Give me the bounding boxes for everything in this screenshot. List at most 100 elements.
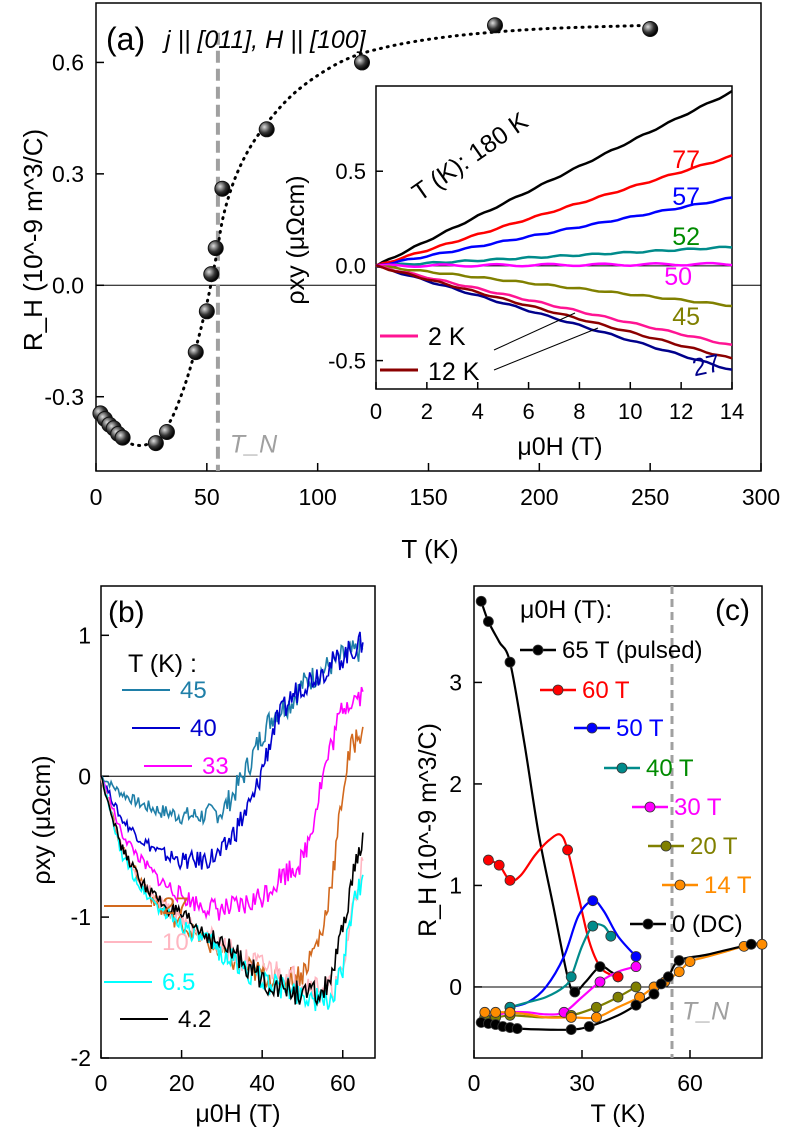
a-xtick-label: 200 — [520, 484, 558, 510]
inset-legend-2k: 2 K — [428, 323, 466, 351]
panel-b-series-line — [100, 778, 364, 1012]
inset-label-77: 77 — [672, 146, 700, 174]
inset-pointer-2k — [493, 312, 576, 351]
c-xtick-label: 30 — [569, 1070, 595, 1096]
inset-label-45: 45 — [672, 303, 700, 331]
c-xtick-label: 0 — [468, 1070, 481, 1096]
panel-c-data-point — [565, 971, 577, 983]
panel-c-legend-label: 65 T (pulsed) — [562, 637, 703, 664]
panel-c-data-point — [587, 920, 599, 932]
panel-a-data-point — [147, 435, 164, 452]
inset-series-line — [375, 90, 733, 267]
inset-ylabel: ρxy (μΩcm) — [282, 175, 310, 304]
panel-c-data-point — [569, 986, 581, 998]
panel-c-legend-label: 20 T — [690, 833, 738, 860]
i-ytick-label: 0.5 — [335, 159, 366, 184]
i-ytick-label: 0.0 — [335, 254, 366, 279]
b-ytick-label: 1 — [78, 622, 91, 648]
panel-c-legend-label: 14 T — [704, 872, 752, 899]
panel-c-legend-label: 0 (DC) — [672, 911, 743, 938]
panel-c-data-point — [511, 1023, 523, 1034]
panel-c-data-point — [630, 981, 642, 993]
panel-a-data-point — [203, 266, 220, 283]
panel-c-data-point — [482, 616, 494, 627]
i-xtick-label: 10 — [618, 399, 642, 424]
panel-c-ylabel: R_H (10^-9 m^3/C) — [414, 723, 442, 937]
panel-c-data-point — [630, 961, 642, 973]
inset-label-50: 50 — [664, 263, 692, 291]
panel-b-legend-label: 27 — [162, 893, 189, 920]
i-xtick-label: 2 — [421, 399, 433, 424]
inset-label-57: 57 — [672, 183, 700, 211]
panel-a-data-point — [487, 17, 503, 34]
panel-c-data-point — [587, 895, 599, 907]
panel-c-legend-label: 60 T — [582, 677, 630, 704]
a-ytick-label: -0.3 — [44, 384, 84, 410]
i-xtick-label: 14 — [720, 399, 744, 424]
panel-c-data-point — [591, 1011, 602, 1023]
panel-c-data-point — [594, 976, 606, 988]
panel-c-legend-label: 40 T — [646, 755, 694, 782]
panel-c-data-point — [673, 966, 685, 978]
a-ytick-label: 0.0 — [52, 272, 84, 298]
a-ytick-label: 0.6 — [52, 49, 84, 75]
b-xtick-label: 60 — [330, 1070, 356, 1096]
inset-series-line — [375, 264, 733, 360]
i-xtick-label: 4 — [472, 399, 484, 424]
panel-a-data-point — [258, 121, 275, 138]
panel-c-data-point — [648, 988, 660, 1000]
a-xtick-label: 50 — [194, 484, 220, 510]
panel-b-legend-label: 33 — [202, 753, 229, 780]
panel-c-data-point — [630, 951, 642, 962]
panel-c-legend-label: 30 T — [674, 794, 722, 821]
inset-series-line — [375, 245, 733, 268]
panel-b-series-line — [100, 775, 364, 1007]
b-ytick-label: -2 — [71, 1045, 91, 1071]
panel-b-xlabel: μ0H (T) — [195, 1100, 280, 1128]
panel-c-legend-title: μ0H (T): — [520, 596, 612, 624]
panel-b: 0 20 40 60 -2 -1 0 1 (b) T (K) : 45 40 33 27 10 6.5… — [28, 585, 376, 1128]
panel-c-data-point — [479, 1006, 491, 1018]
panel-b-series-line — [100, 631, 364, 871]
b-xtick-label: 0 — [95, 1070, 108, 1096]
panel-a-xlabel: T (K) — [401, 534, 458, 564]
i-ytick-label: -0.5 — [328, 348, 366, 373]
inset-series-line — [375, 261, 733, 269]
b-xtick-label: 40 — [249, 1070, 275, 1096]
panel-a-data-point — [114, 429, 131, 446]
panel-a-data-point — [214, 180, 231, 197]
b-ytick-label: -1 — [71, 904, 91, 930]
panel-b-ylabel: ρxy (μΩcm) — [28, 755, 56, 884]
panel-c-data-point — [630, 999, 642, 1011]
panel-a-label: (a) — [106, 21, 145, 57]
panel-a-tn-label: T_N — [230, 430, 278, 458]
panel-c-data-point — [482, 854, 494, 866]
panel-c-data-point — [493, 859, 505, 871]
c-ytick-label: 3 — [449, 669, 462, 695]
panel-c-data-point — [655, 978, 667, 990]
panel-c-legend-marker — [644, 801, 656, 813]
inset-series-line — [375, 264, 733, 346]
panel-c-data-point — [684, 956, 696, 967]
c-xtick-label: 60 — [677, 1070, 703, 1096]
panel-b-label: (b) — [108, 596, 145, 629]
b-ytick-label: 0 — [78, 763, 91, 789]
panel-a-inset: 0 2 4 6 8 10 12 14 -0.50.00.5 T (K): 180 K μ0H … — [282, 85, 744, 461]
panel-c-data-point — [504, 1006, 516, 1018]
i-xtick-label: 8 — [573, 399, 585, 424]
panel-a-data-point — [158, 424, 175, 440]
panel-c-data-point — [591, 1001, 602, 1013]
panel-c-data-point — [612, 991, 624, 1003]
panel-c-data-point — [504, 874, 516, 886]
panel-a-data-point — [207, 240, 224, 257]
panel-a-data-point — [187, 344, 204, 361]
inset-label-27: 27 — [690, 349, 723, 382]
panel-c-data-point — [594, 961, 606, 973]
panel-c-legend-marker — [674, 879, 686, 891]
panel-b-legend-label: 45 — [180, 677, 207, 704]
panel-c-legend-marker — [616, 762, 628, 774]
panel-c-xlabel: T (K) — [590, 1100, 645, 1128]
panel-c-series-line — [484, 965, 637, 1019]
panel-b-legend-label: 10 — [162, 929, 189, 956]
